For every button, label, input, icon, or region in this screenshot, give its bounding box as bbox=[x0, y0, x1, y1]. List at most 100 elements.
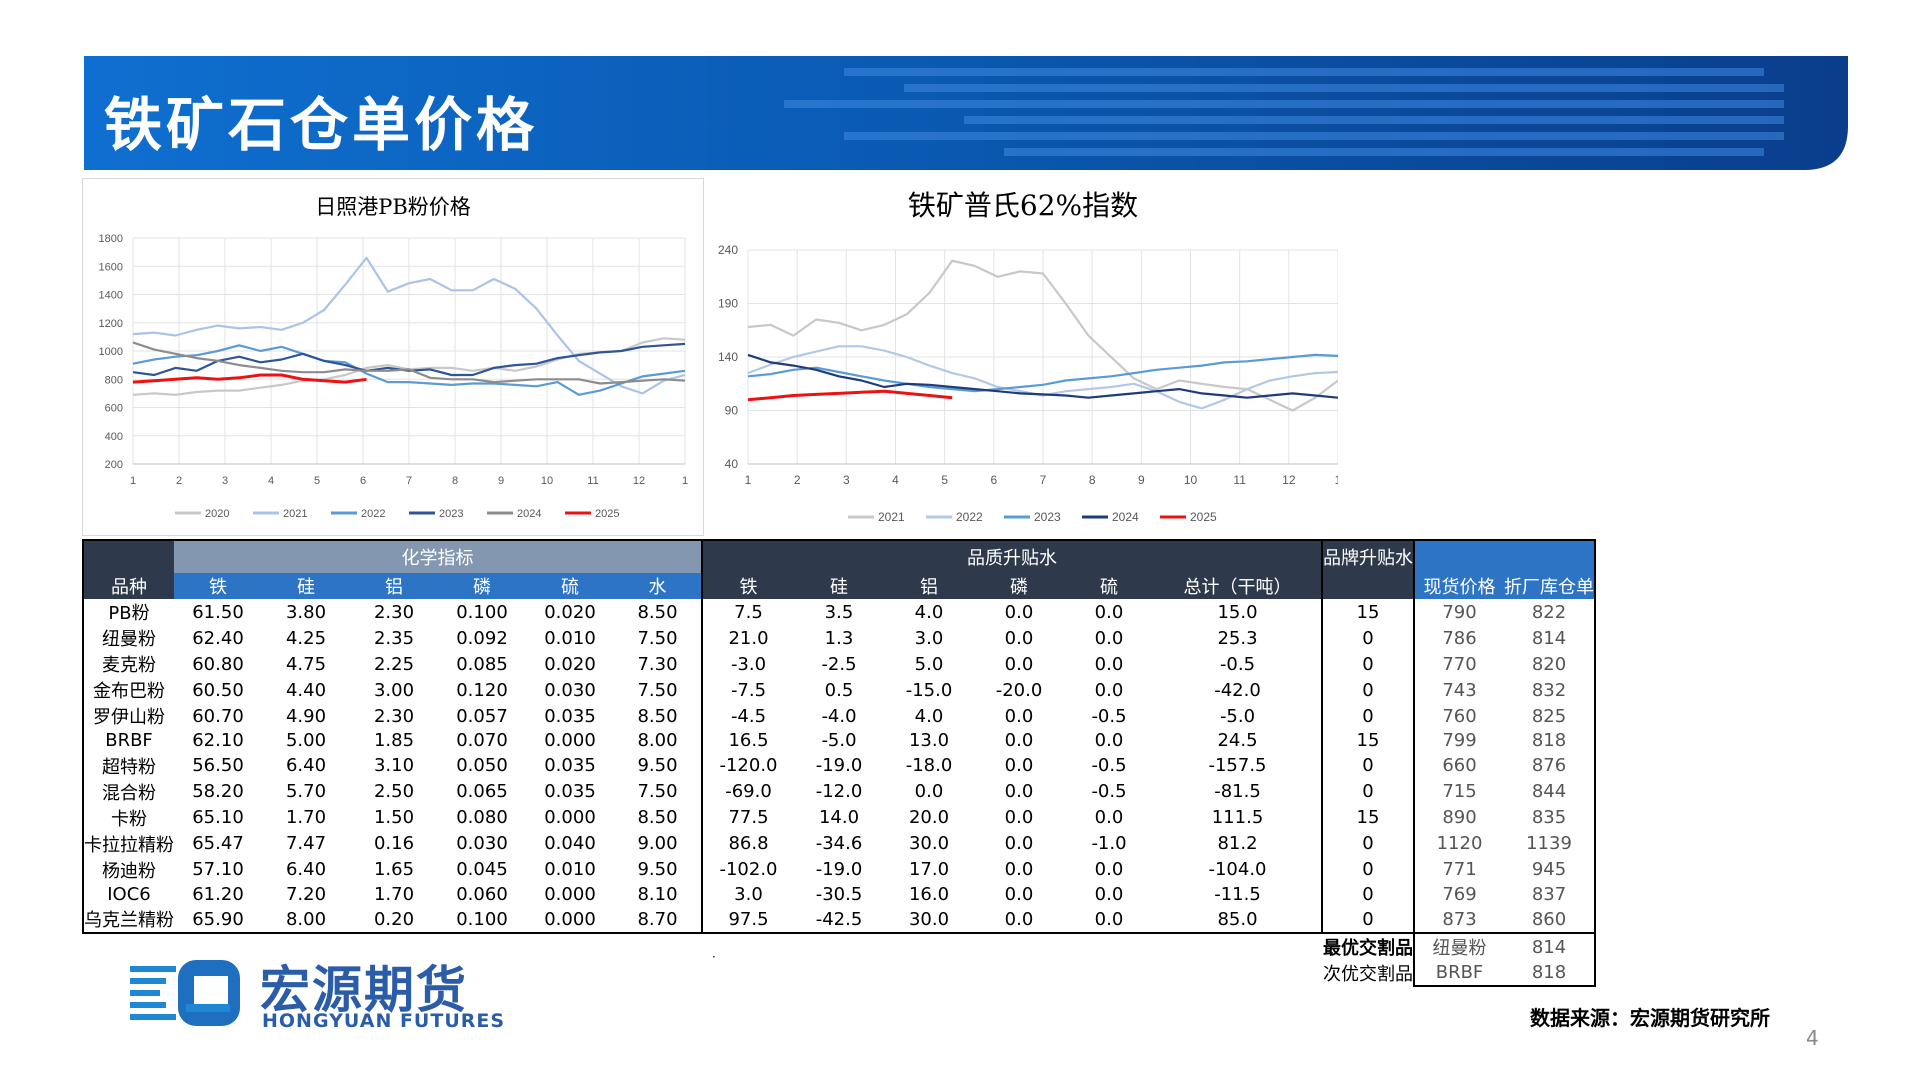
cell-si: 4.90 bbox=[285, 705, 327, 727]
cell-total: -5.0 bbox=[1219, 705, 1256, 727]
cell-empty bbox=[702, 960, 794, 986]
cell-warehouse-receipt: 945 bbox=[1504, 856, 1596, 883]
cell-qsi: -2.5 bbox=[821, 653, 857, 675]
cell-qal: 16.0 bbox=[908, 884, 950, 906]
cell-qsi: 3.5 bbox=[824, 601, 854, 623]
extra-value: 814 bbox=[1504, 933, 1596, 961]
cell-brand: 0 bbox=[1321, 625, 1414, 651]
cell-qal: 3.0 bbox=[914, 627, 944, 649]
cell-al: 1.50 bbox=[373, 807, 415, 829]
chart1-xtick-6: 7 bbox=[406, 475, 412, 487]
cell-qal: 30.0 bbox=[908, 833, 950, 855]
company-logo: 宏源期货 HONGYUAN FUTURES bbox=[130, 952, 550, 1042]
cell-s: 0.020 bbox=[544, 601, 596, 623]
cell-spot: 760 bbox=[1413, 703, 1504, 729]
cell-si: 8.00 bbox=[262, 906, 350, 935]
cell-warehouse-receipt: 825 bbox=[1504, 703, 1596, 729]
cell-qsi: -12.0 bbox=[815, 781, 863, 803]
cell-p: 0.100 bbox=[456, 601, 508, 623]
table-group-header-row: 化学指标 品质升贴水 品牌升贴水 bbox=[82, 539, 1596, 573]
extra-value: 818 bbox=[1504, 960, 1596, 988]
table-extra-row: 次优交割品 BRBF 818 bbox=[83, 960, 1596, 988]
cell-variety: 卡粉 bbox=[82, 804, 174, 831]
chart2-xtick-6: 7 bbox=[1040, 473, 1047, 487]
cell-spot: 799 bbox=[1413, 729, 1504, 753]
cell-variety: 纽曼粉 bbox=[82, 625, 174, 651]
banner-background bbox=[84, 56, 1848, 170]
logo-text-en: HONGYUAN FUTURES bbox=[262, 1010, 506, 1032]
chart2-xtick-9: 10 bbox=[1184, 473, 1198, 487]
cell-empty bbox=[794, 933, 884, 960]
cell-brand: 0 bbox=[1321, 906, 1414, 935]
cell-al: 2.30 bbox=[373, 705, 415, 727]
chart2-legend-label-2021: 2021 bbox=[878, 510, 905, 524]
cell-qsi: -5.0 bbox=[821, 730, 857, 752]
extra-name: BRBF bbox=[1413, 960, 1504, 988]
cell-qp: 0.0 bbox=[1004, 833, 1034, 855]
cell-brand: 0 bbox=[1321, 703, 1414, 729]
cell-variety: PB粉 bbox=[82, 599, 174, 625]
cell-si: 7.20 bbox=[285, 884, 327, 906]
cell-empty bbox=[974, 933, 1064, 960]
cell-warehouse-receipt: 814 bbox=[1504, 625, 1596, 651]
cell-fe: 65.47 bbox=[192, 833, 244, 855]
cell-variety: 杨迪粉 bbox=[82, 856, 174, 883]
table-row: 罗伊山粉 60.70 4.90 2.30 0.057 0.035 8.50 -4.5 -4.0 4… bbox=[82, 703, 1596, 729]
cell-variety: 卡拉拉精粉 bbox=[82, 830, 174, 857]
cell-h2o: 7.50 bbox=[637, 627, 678, 649]
col-header-q-fe: 铁 bbox=[701, 573, 794, 599]
cell-qsi: -42.5 bbox=[794, 906, 884, 935]
cell-fe: 62.40 bbox=[192, 627, 244, 649]
chart1-xtick-12: 1 bbox=[682, 475, 688, 487]
cell-qp: 0.0 bbox=[1004, 755, 1034, 777]
cell-fe: 60.80 bbox=[192, 653, 244, 675]
cell-total: 25.3 bbox=[1217, 627, 1258, 649]
cell-qfe: -120.0 bbox=[701, 752, 794, 779]
col-header-spot: 现货价格 bbox=[1413, 573, 1504, 599]
cell-total: 15.0 bbox=[1217, 601, 1258, 623]
cell-s: 0.040 bbox=[544, 833, 596, 855]
pb-fines-price-chart: 日照港PB粉价格 200 400 600 800 1000 1200 1400 1600 180… bbox=[82, 178, 704, 536]
col-header-q-8: 硅 bbox=[794, 573, 884, 599]
cell-qp: 0.0 bbox=[1004, 859, 1034, 881]
chart1-series-2021 bbox=[132, 256, 686, 395]
cell-brand: 0 bbox=[1321, 677, 1414, 703]
cell-qsi: -34.6 bbox=[815, 833, 863, 855]
data-source: 数据来源：宏源期货研究所 bbox=[1530, 1006, 1770, 1030]
chart2-xtick-11: 12 bbox=[1282, 473, 1296, 487]
cell-si: 7.47 bbox=[285, 833, 327, 855]
cell-qs: -0.5 bbox=[1091, 755, 1127, 777]
cell-qfe: -7.5 bbox=[701, 677, 794, 703]
cell-qs: -0.5 bbox=[1091, 705, 1127, 727]
cell-s: 0.010 bbox=[544, 859, 596, 881]
cell-al: 1.85 bbox=[373, 730, 415, 752]
group-header-chem: 化学指标 bbox=[174, 539, 702, 573]
col-header-chem-4: 磷 bbox=[438, 573, 526, 599]
chart1-ytick-2: 600 bbox=[105, 403, 123, 415]
chart1-series-2024 bbox=[132, 341, 686, 385]
extra-label: 次优交割品 bbox=[1323, 964, 1413, 986]
cell-warehouse-receipt: 835 bbox=[1504, 804, 1596, 831]
chart2-ytick-2: 140 bbox=[718, 350, 738, 364]
cell-total: -157.5 bbox=[1208, 755, 1267, 777]
cell-al: 2.30 bbox=[373, 601, 415, 623]
cell-warehouse-receipt: 818 bbox=[1504, 729, 1596, 753]
cell-s: 0.000 bbox=[544, 884, 596, 906]
cell-p: 0.060 bbox=[456, 884, 508, 906]
cell-al: 3.00 bbox=[373, 679, 415, 701]
table-row: 超特粉 56.50 6.40 3.10 0.050 0.035 9.50 -120.0 -19.… bbox=[82, 752, 1596, 779]
cell-qs: 0.0 bbox=[1094, 653, 1124, 675]
cell-s: 0.000 bbox=[544, 730, 596, 752]
cell-brand: 0 bbox=[1321, 882, 1414, 907]
chart2-series-2021 bbox=[747, 259, 1339, 412]
cell-qsi: -30.5 bbox=[815, 884, 863, 906]
chart2-title: 铁矿普氏62%指数 bbox=[907, 189, 1139, 222]
col-header-q-9: 铝 bbox=[884, 573, 974, 599]
cell-qal: 0.0 bbox=[914, 781, 944, 803]
table-row: 纽曼粉 62.40 4.25 2.35 0.092 0.010 7.50 21.0 1.3 3.0… bbox=[82, 625, 1596, 651]
cell-s: 0.000 bbox=[544, 807, 596, 829]
table-extra-row: 最优交割品 纽曼粉 814 bbox=[83, 933, 1596, 961]
cell-variety: 麦克粉 bbox=[82, 651, 174, 677]
cell-brand: 15 bbox=[1321, 599, 1414, 625]
chart1-xtick-5: 6 bbox=[360, 475, 366, 487]
